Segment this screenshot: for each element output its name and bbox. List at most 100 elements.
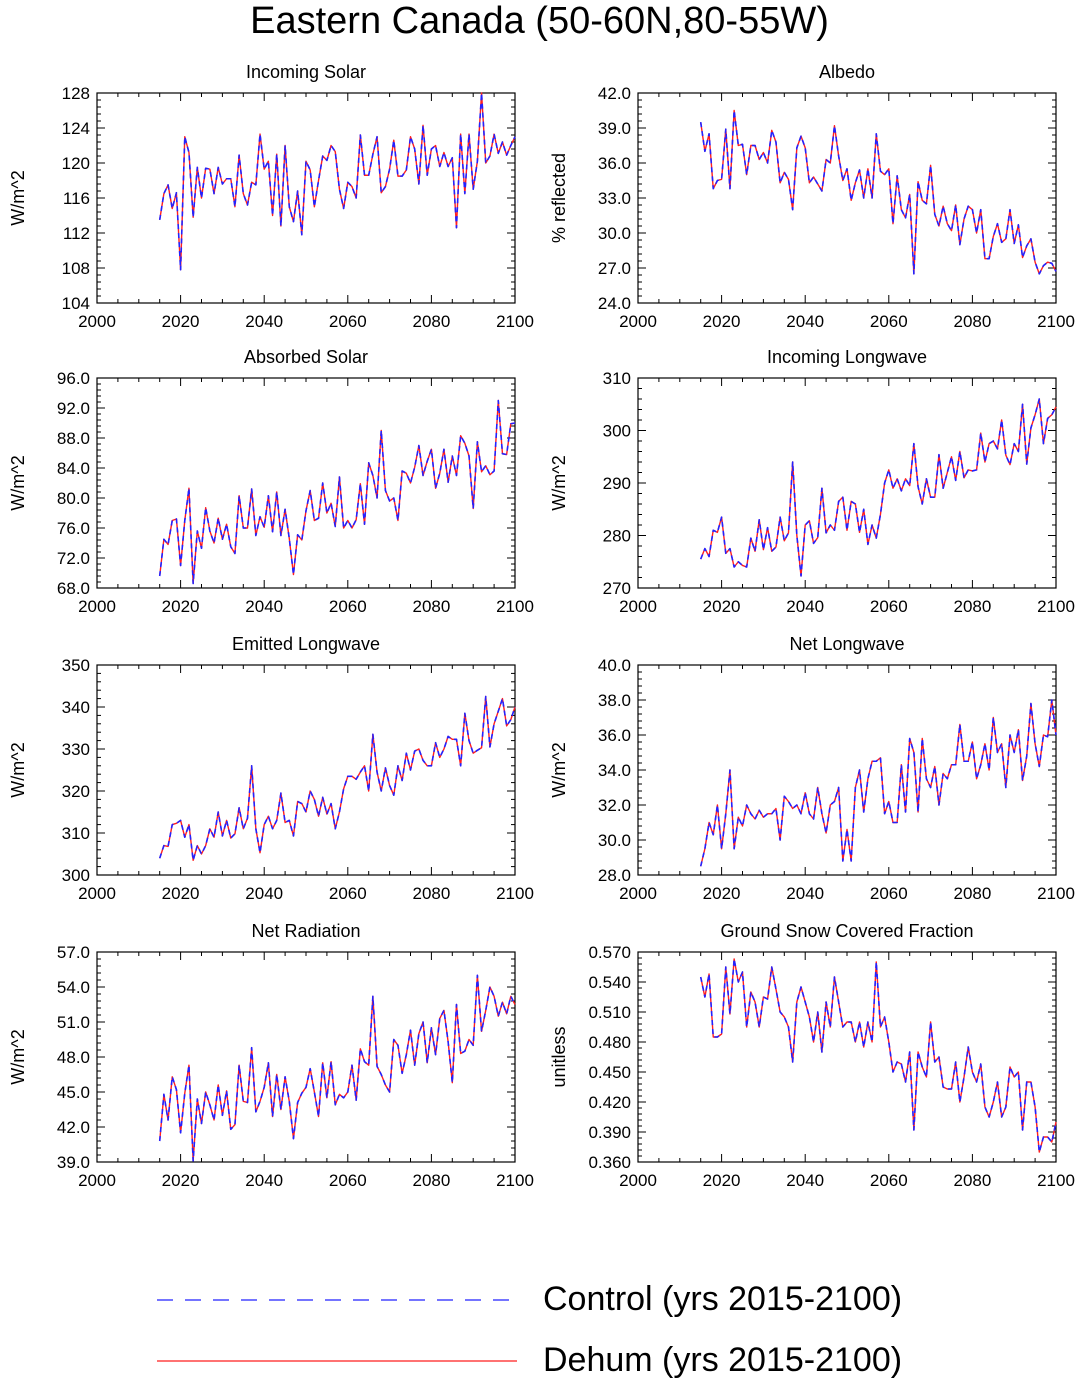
y-tick-label: 96.0 bbox=[57, 369, 90, 388]
plot-frame bbox=[637, 377, 1057, 589]
y-tick-label: 36.0 bbox=[598, 726, 631, 745]
y-tick-label: 30.0 bbox=[598, 831, 631, 850]
plot-frame bbox=[96, 92, 516, 304]
x-tick-label: 2020 bbox=[162, 597, 200, 616]
y-tick-label: 300 bbox=[603, 422, 631, 441]
legend-label-control: Control (yrs 2015-2100) bbox=[543, 1280, 903, 1318]
plot-frame bbox=[96, 664, 516, 876]
x-tick-label: 2020 bbox=[162, 1171, 200, 1190]
legend-swatch-control bbox=[157, 1299, 517, 1301]
series-line-control bbox=[158, 92, 516, 271]
series-line-control bbox=[699, 398, 1057, 577]
y-tick-label: 34.0 bbox=[598, 761, 631, 780]
x-tick-label: 2060 bbox=[329, 597, 367, 616]
y-tick-label: 42.0 bbox=[57, 1118, 90, 1137]
y-tick-label: 80.0 bbox=[57, 489, 90, 508]
y-tick-label: 40.0 bbox=[598, 656, 631, 675]
series-line-control bbox=[699, 699, 1057, 867]
x-tick-label: 2100 bbox=[1037, 1171, 1075, 1190]
y-axis-label: W/m^2 bbox=[549, 455, 569, 510]
y-tick-label: 72.0 bbox=[57, 549, 90, 568]
y-tick-label: 88.0 bbox=[57, 429, 90, 448]
y-tick-label: 27.0 bbox=[598, 259, 631, 278]
panel-title: Net Longwave bbox=[789, 634, 904, 654]
x-tick-label: 2040 bbox=[245, 884, 283, 903]
legend-label-dehum: Dehum (yrs 2015-2100) bbox=[543, 1341, 903, 1379]
y-tick-label: 116 bbox=[63, 189, 90, 208]
panel-ground-snow-covered-fraction: Ground Snow Covered Fraction unitless 2000… bbox=[549, 921, 1075, 1190]
y-axis-label: W/m^2 bbox=[8, 1029, 28, 1084]
x-tick-label: 2040 bbox=[786, 597, 824, 616]
legend: Control (yrs 2015-2100) Dehum (yrs 2015-… bbox=[0, 1270, 1079, 1383]
y-tick-label: 68.0 bbox=[57, 579, 90, 598]
panel-title: Incoming Solar bbox=[246, 62, 366, 82]
panel-incoming-longwave: Incoming Longwave W/m^2 2000 2020 2040 2060 20… bbox=[549, 347, 1075, 616]
panel-absorbed-solar: Absorbed Solar W/m^2 2000 2020 2040 2060 2080 2… bbox=[8, 347, 534, 616]
x-tick-label: 2040 bbox=[245, 1171, 283, 1190]
y-tick-label: 28.0 bbox=[598, 866, 631, 885]
y-tick-label: 0.420 bbox=[588, 1093, 631, 1112]
x-tick-label: 2060 bbox=[870, 884, 908, 903]
y-tick-label: 0.390 bbox=[588, 1123, 631, 1142]
y-tick-label: 310 bbox=[603, 369, 631, 388]
plot-frame bbox=[96, 377, 516, 589]
x-tick-label: 2040 bbox=[786, 884, 824, 903]
y-tick-label: 0.510 bbox=[588, 1003, 631, 1022]
x-tick-label: 2100 bbox=[1037, 884, 1075, 903]
y-axis-label: % reflected bbox=[549, 153, 569, 243]
y-tick-label: 32.0 bbox=[598, 796, 631, 815]
y-tick-label: 45.0 bbox=[57, 1083, 90, 1102]
series-line-dehum bbox=[159, 399, 516, 585]
y-axis-label: W/m^2 bbox=[8, 170, 28, 225]
y-tick-label: 39.0 bbox=[57, 1153, 90, 1172]
series-line-control bbox=[699, 109, 1057, 275]
x-tick-label: 2080 bbox=[953, 884, 991, 903]
series-line-control bbox=[158, 695, 516, 862]
plot-frame bbox=[637, 951, 1057, 1163]
series-line-control bbox=[699, 958, 1057, 1153]
x-tick-label: 2100 bbox=[496, 597, 534, 616]
x-tick-label: 2060 bbox=[870, 1171, 908, 1190]
x-tick-label: 2040 bbox=[786, 1171, 824, 1190]
y-tick-label: 270 bbox=[603, 579, 631, 598]
x-tick-label: 2060 bbox=[329, 312, 367, 331]
y-tick-label: 0.450 bbox=[588, 1063, 631, 1082]
y-tick-label: 330 bbox=[62, 740, 90, 759]
y-tick-label: 84.0 bbox=[57, 459, 90, 478]
x-tick-label: 2040 bbox=[245, 312, 283, 331]
panel-title: Ground Snow Covered Fraction bbox=[720, 921, 973, 941]
y-axis-label: W/m^2 bbox=[8, 742, 28, 797]
y-tick-label: 300 bbox=[62, 866, 90, 885]
y-tick-label: 120 bbox=[62, 154, 90, 173]
series-line-dehum bbox=[700, 699, 1057, 867]
x-tick-label: 2000 bbox=[78, 884, 116, 903]
y-tick-label: 76.0 bbox=[57, 519, 90, 538]
legend-swatch-dehum bbox=[157, 1360, 517, 1362]
x-tick-label: 2100 bbox=[1037, 597, 1075, 616]
x-tick-label: 2080 bbox=[953, 312, 991, 331]
y-tick-label: 38.0 bbox=[598, 691, 631, 710]
x-tick-label: 2020 bbox=[162, 884, 200, 903]
x-tick-label: 2080 bbox=[412, 884, 450, 903]
panel-title: Net Radiation bbox=[251, 921, 360, 941]
plot-frame bbox=[637, 664, 1057, 876]
x-tick-label: 2060 bbox=[870, 312, 908, 331]
x-tick-label: 2100 bbox=[496, 312, 534, 331]
y-tick-label: 92.0 bbox=[57, 399, 90, 418]
panel-title: Absorbed Solar bbox=[244, 347, 368, 367]
legend-item-dehum: Dehum (yrs 2015-2100) bbox=[0, 1336, 1079, 1386]
x-tick-label: 2100 bbox=[1037, 312, 1075, 331]
x-tick-label: 2080 bbox=[412, 312, 450, 331]
x-tick-label: 2020 bbox=[703, 1171, 741, 1190]
x-tick-label: 2000 bbox=[619, 1171, 657, 1190]
x-tick-label: 2020 bbox=[162, 312, 200, 331]
y-axis-label: W/m^2 bbox=[549, 742, 569, 797]
series-line-dehum bbox=[159, 92, 516, 271]
x-tick-label: 2080 bbox=[412, 1171, 450, 1190]
y-tick-label: 128 bbox=[62, 84, 90, 103]
x-tick-label: 2040 bbox=[786, 312, 824, 331]
x-tick-label: 2000 bbox=[619, 597, 657, 616]
y-tick-label: 0.570 bbox=[588, 943, 631, 962]
panel-title: Emitted Longwave bbox=[232, 634, 380, 654]
y-tick-label: 280 bbox=[603, 527, 631, 546]
